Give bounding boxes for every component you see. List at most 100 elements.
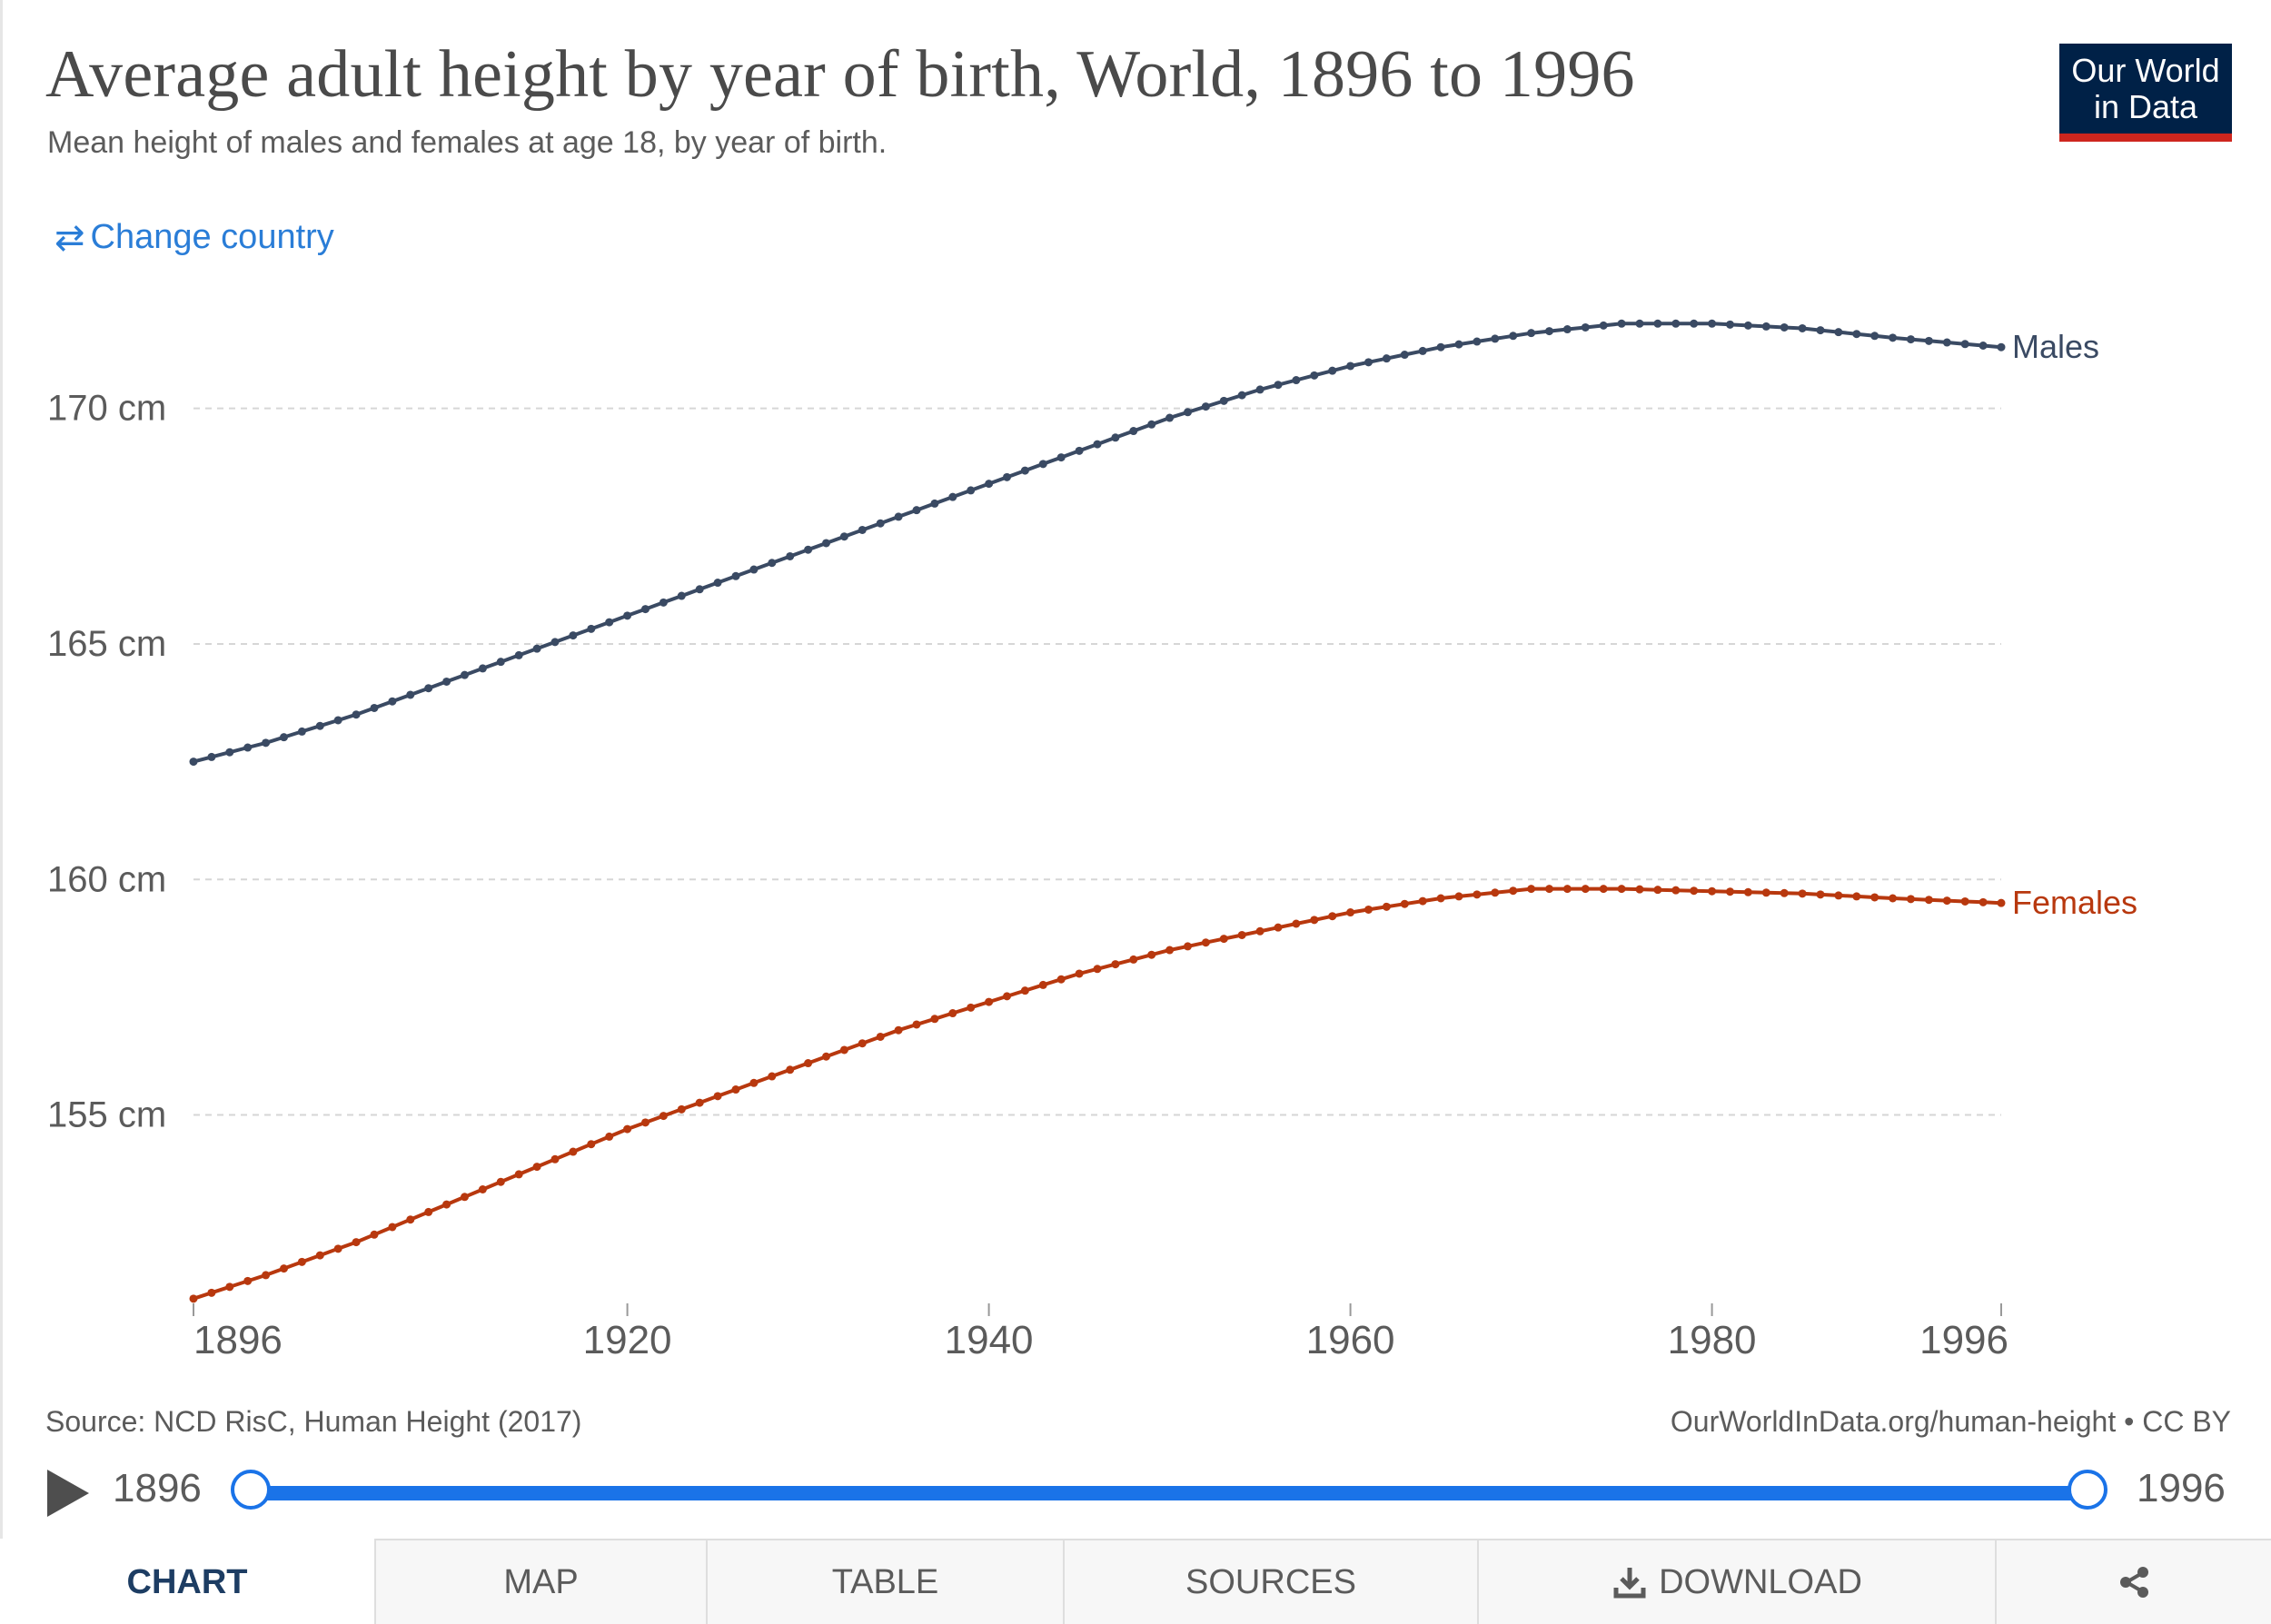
data-point-females — [1942, 896, 1951, 906]
data-point-females — [315, 1251, 324, 1260]
data-point-males — [1798, 323, 1807, 332]
data-point-females — [786, 1065, 795, 1074]
data-point-females — [1960, 896, 1969, 906]
data-point-males — [1581, 322, 1590, 332]
data-point-females — [1761, 888, 1770, 897]
data-point-females — [731, 1085, 740, 1094]
data-point-males — [1201, 402, 1210, 411]
data-point-females — [1978, 897, 1988, 906]
change-country-button[interactable]: ⇄ Change country — [55, 218, 334, 257]
timeline-track[interactable] — [251, 1486, 2088, 1500]
data-point-females — [297, 1257, 306, 1266]
data-point-females — [280, 1264, 288, 1273]
data-point-females — [1545, 885, 1553, 894]
download-icon — [1613, 1568, 1646, 1599]
data-point-females — [948, 1009, 957, 1018]
data-point-females — [985, 997, 994, 1006]
data-point-males — [985, 480, 994, 489]
data-point-females — [189, 1294, 198, 1303]
data-point-males — [1870, 332, 1879, 341]
data-point-females — [659, 1112, 668, 1121]
data-point-females — [1292, 919, 1301, 928]
data-point-males — [1889, 333, 1898, 342]
data-point-females — [641, 1118, 650, 1127]
change-country-label: Change country — [90, 218, 334, 256]
tab-share[interactable] — [1995, 1539, 2271, 1624]
data-point-males — [1617, 319, 1626, 328]
data-point-males — [1708, 319, 1717, 328]
data-point-males — [1237, 391, 1246, 400]
data-point-females — [749, 1078, 759, 1087]
tab-bar: CHART MAP TABLE SOURCES DOWNLOAD — [0, 1539, 2271, 1624]
data-point-females — [1743, 887, 1752, 896]
timeline-end-handle[interactable] — [2068, 1470, 2107, 1510]
data-point-females — [1726, 887, 1734, 896]
data-point-females — [1111, 960, 1120, 969]
tab-table[interactable]: TABLE — [706, 1539, 1063, 1624]
logo-line-1: Our World — [2071, 51, 2220, 89]
data-point-females — [1798, 889, 1807, 898]
data-point-females — [1708, 886, 1717, 896]
data-point-females — [1364, 905, 1373, 914]
data-point-females — [1346, 908, 1355, 917]
data-point-males — [1003, 472, 1011, 481]
data-point-males — [262, 738, 271, 748]
tab-map[interactable]: MAP — [374, 1539, 706, 1624]
data-point-males — [207, 752, 216, 761]
y-tick-label: 170 cm — [47, 389, 166, 429]
data-point-males — [587, 624, 596, 633]
data-point-males — [1599, 321, 1608, 330]
data-point-females — [442, 1200, 451, 1209]
data-point-females — [1237, 930, 1246, 939]
data-point-females — [1147, 950, 1156, 959]
x-tick-label: 1960 — [1306, 1318, 1395, 1362]
timeline: 1896 1996 — [0, 1462, 2271, 1526]
data-point-females — [370, 1230, 379, 1239]
tab-download[interactable]: DOWNLOAD — [1477, 1539, 1995, 1624]
tab-download-label: DOWNLOAD — [1659, 1562, 1862, 1601]
data-point-females — [1328, 912, 1337, 921]
data-point-females — [1834, 891, 1843, 900]
data-point-females — [804, 1059, 813, 1068]
data-point-females — [1907, 895, 1915, 904]
data-point-males — [1454, 340, 1463, 349]
data-point-males — [1436, 342, 1445, 352]
line-chart: 155 cm 160 cm 165 cm 170 cm 1896 1920 1940 1960… — [47, 319, 2137, 1362]
data-point-females — [1165, 946, 1175, 955]
data-point-females — [1274, 923, 1283, 932]
credit-link[interactable]: OurWorldInData.org/human-height • CC BY — [1670, 1405, 2231, 1438]
data-point-males — [1834, 328, 1843, 337]
data-point-females — [713, 1092, 722, 1101]
data-point-females — [1889, 894, 1898, 903]
timeline-start-handle[interactable] — [231, 1470, 271, 1510]
data-point-males — [1147, 420, 1156, 429]
data-point-females — [1690, 886, 1699, 896]
data-point-males — [1907, 335, 1915, 344]
tab-sources[interactable]: SOURCES — [1063, 1539, 1477, 1624]
play-icon[interactable] — [47, 1470, 89, 1517]
data-point-females — [388, 1223, 397, 1232]
data-point-males — [967, 486, 976, 495]
data-point-females — [1418, 896, 1427, 906]
tab-chart-label: CHART — [126, 1562, 248, 1601]
data-point-females — [1635, 885, 1644, 894]
data-point-males — [297, 727, 306, 736]
data-point-males — [768, 559, 777, 568]
data-point-females — [532, 1163, 541, 1172]
data-point-males — [1527, 329, 1536, 338]
data-point-females — [930, 1015, 939, 1024]
data-point-females — [333, 1244, 342, 1253]
owid-logo[interactable]: Our World in Data — [2059, 44, 2232, 142]
data-point-males — [478, 664, 487, 673]
data-point-males — [1690, 319, 1699, 328]
tab-chart[interactable]: CHART — [0, 1539, 374, 1624]
data-point-males — [1364, 358, 1373, 367]
data-point-females — [1653, 886, 1662, 895]
data-point-males — [1075, 446, 1084, 455]
data-point-females — [1093, 965, 1102, 974]
data-point-males — [225, 748, 234, 757]
data-point-males — [424, 684, 433, 693]
data-point-males — [352, 710, 361, 719]
data-point-males — [1653, 319, 1662, 328]
data-point-females — [587, 1140, 596, 1149]
